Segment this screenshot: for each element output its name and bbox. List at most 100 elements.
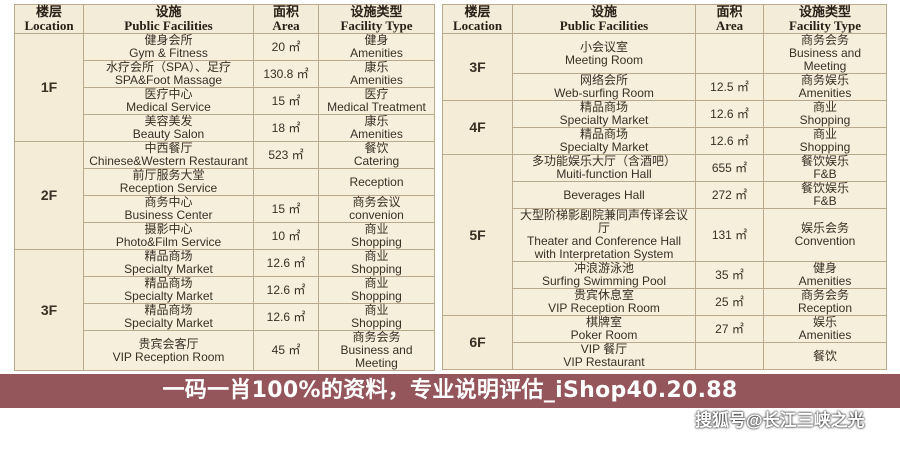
facility-cell: 网络会所 Web-surfing Room bbox=[512, 73, 696, 101]
type-en: Amenities bbox=[798, 328, 852, 342]
facility-name-en: Medical Service bbox=[126, 100, 211, 114]
type-cn: 餐饮娱乐 bbox=[800, 181, 849, 195]
area-cell: 12.6 ㎡ bbox=[253, 249, 319, 277]
area-cell: 131 ㎡ bbox=[695, 208, 764, 262]
facilities-table-left: 楼层 Location 设施 Public Facilities 面积 Area 设施… bbox=[14, 4, 435, 371]
type-en: F&B bbox=[813, 167, 837, 181]
type-cell: 商业 Shopping bbox=[318, 303, 435, 331]
facility-name-en: VIP Reception Room bbox=[112, 349, 225, 364]
area-cell: 12.6 ㎡ bbox=[253, 276, 319, 304]
type-en: Amenities bbox=[350, 73, 403, 87]
type-cell: 商业 Shopping bbox=[318, 276, 435, 304]
type-cn: 娱乐 bbox=[812, 315, 837, 329]
floor-cell: 3F bbox=[14, 249, 84, 371]
facility-name-cn: 中西餐厅 bbox=[144, 141, 193, 155]
floor-cell: 5F bbox=[442, 154, 513, 316]
facility-name-cn: 美容美发 bbox=[144, 114, 193, 128]
facility-cell: 小会议室 Meeting Room bbox=[512, 33, 696, 74]
type-cn: 健身 bbox=[364, 33, 389, 47]
type-cn: 商务会务 bbox=[800, 33, 849, 47]
facility-name-en: Beauty Salon bbox=[132, 127, 205, 141]
facility-name-cn: 贵宾休息室 bbox=[573, 288, 634, 302]
type-cell: 商业 Shopping bbox=[318, 249, 435, 277]
area-cell bbox=[695, 33, 764, 74]
facility-name-cn: 精品商场 bbox=[144, 276, 193, 290]
facility-name-en: Specialty Market bbox=[124, 316, 213, 330]
facility-name-en: Reception Service bbox=[119, 181, 218, 195]
facility-name-en: Muiti-function Hall bbox=[556, 167, 652, 181]
area-cell: 20 ㎡ bbox=[253, 33, 319, 61]
facility-cell: 前厅服务大堂 Reception Service bbox=[83, 168, 254, 196]
facility-name-cn: 摄影中心 bbox=[144, 222, 193, 236]
facility-name-en: VIP Reception Room bbox=[548, 301, 660, 315]
type-cn: 医疗 bbox=[364, 87, 389, 101]
facility-cell: 贵宾休息室 VIP Reception Room bbox=[512, 288, 696, 316]
facility-name-cn: 小会议室 bbox=[579, 39, 628, 54]
type-en: Reception bbox=[349, 174, 404, 189]
type-en: Amenities bbox=[798, 274, 852, 288]
area-cell: 18 ㎡ bbox=[253, 114, 319, 142]
facility-cell: 精品商场 Specialty Market bbox=[512, 100, 696, 128]
type-cell: 康乐 Amenities bbox=[318, 114, 435, 142]
facility-cell: 多功能娱乐大厅（含酒吧） Muiti-function Hall bbox=[512, 154, 696, 182]
type-cn: 餐饮娱乐 bbox=[800, 154, 849, 168]
facility-name-cn: VIP 餐厅 bbox=[580, 342, 628, 356]
facility-name-en: Theater and Conference Hall with Interpr… bbox=[526, 234, 682, 261]
type-en: Shopping bbox=[351, 316, 402, 330]
facility-name-en: Gym & Fitness bbox=[129, 46, 208, 60]
type-cell: Reception bbox=[318, 168, 435, 196]
facility-cell: 健身会所 Gym & Fitness bbox=[83, 33, 254, 61]
facility-name-en: Chinese&Western Restaurant bbox=[89, 154, 248, 168]
table-row: 大型阶梯影剧院兼同声传译会议厅 Theater and Conference Ha… bbox=[443, 208, 887, 262]
facility-name-cn: 精品商场 bbox=[579, 100, 628, 114]
facility-name-cn: 医疗中心 bbox=[144, 87, 193, 101]
type-cell: 商业 Shopping bbox=[763, 100, 887, 128]
type-cell: 餐饮 Catering bbox=[318, 141, 435, 169]
facility-cell: 精品商场 Specialty Market bbox=[512, 127, 696, 155]
type-en: Amenities bbox=[798, 86, 852, 100]
area-cell: 523 ㎡ bbox=[253, 141, 319, 169]
facility-name-cn: 健身会所 bbox=[144, 33, 193, 47]
facility-name-en: Beverages Hall bbox=[563, 187, 645, 202]
type-cn: 健身 bbox=[812, 261, 837, 275]
area-cell bbox=[253, 168, 319, 196]
floor-cell: 3F bbox=[442, 33, 513, 101]
type-en: Shopping bbox=[799, 140, 851, 154]
type-cell: 商务会务 Business and Meeting bbox=[318, 330, 435, 371]
facility-cell: 大型阶梯影剧院兼同声传译会议厅 Theater and Conference Ha… bbox=[512, 208, 696, 262]
type-cn: 商务会务 bbox=[352, 330, 401, 344]
facility-name-cn: 冲浪游泳池 bbox=[573, 261, 634, 275]
type-cell: 娱乐 Amenities bbox=[763, 315, 887, 343]
facility-name-cn: 多功能娱乐大厅（含酒吧） bbox=[531, 154, 676, 168]
type-en: Catering bbox=[353, 154, 400, 168]
facility-name-en: Business Center bbox=[124, 208, 213, 222]
table-row: VIP 餐厅 VIP Restaurant 餐饮 bbox=[443, 342, 887, 370]
type-cn: 娱乐会务 bbox=[800, 221, 849, 235]
area-cell: 12.6 ㎡ bbox=[695, 100, 764, 128]
type-cn: 康乐 bbox=[364, 60, 389, 74]
type-en: Amenities bbox=[350, 46, 403, 60]
header-area: 面积 Area bbox=[253, 4, 319, 34]
type-en: Reception bbox=[797, 301, 853, 315]
facility-name-cn: 棋牌室 bbox=[585, 315, 622, 329]
facility-name-cn: 精品商场 bbox=[144, 303, 193, 317]
facility-name-cn: 精品商场 bbox=[144, 249, 193, 263]
area-cell: 10 ㎡ bbox=[253, 222, 319, 250]
type-cn: 商务娱乐 bbox=[800, 73, 849, 87]
type-cn: 餐饮 bbox=[812, 348, 837, 363]
facility-name-en: Specialty Market bbox=[559, 140, 649, 154]
type-en: Business and Meeting bbox=[340, 343, 413, 370]
facility-cell: 商务中心 Business Center bbox=[83, 195, 254, 223]
